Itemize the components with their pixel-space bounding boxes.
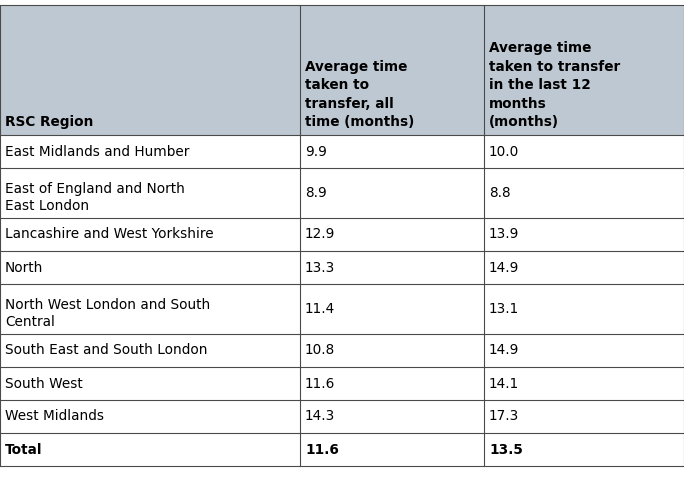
Text: Average time
taken to
transfer, all
time (months): Average time taken to transfer, all time… <box>305 60 415 129</box>
Text: Average time
taken to transfer
in the last 12
months
(months): Average time taken to transfer in the la… <box>489 42 620 129</box>
Bar <box>0 218 684 251</box>
Text: North: North <box>5 260 43 274</box>
Text: South West: South West <box>5 377 83 390</box>
Text: South East and South London: South East and South London <box>5 343 207 357</box>
Text: 11.6: 11.6 <box>305 442 339 456</box>
Text: 11.4: 11.4 <box>305 302 335 316</box>
Text: 10.0: 10.0 <box>489 144 519 158</box>
Text: East Midlands and Humber: East Midlands and Humber <box>5 144 189 158</box>
Bar <box>0 284 684 334</box>
Bar <box>0 400 684 433</box>
Text: 11.6: 11.6 <box>305 377 335 390</box>
Bar <box>0 5 684 135</box>
Text: East of England and North
East London: East of England and North East London <box>5 182 185 213</box>
Text: West Midlands: West Midlands <box>5 410 104 424</box>
Text: 13.1: 13.1 <box>489 302 519 316</box>
Bar <box>0 168 684 218</box>
Bar <box>0 135 684 168</box>
Text: 9.9: 9.9 <box>305 144 327 158</box>
Bar <box>0 367 684 400</box>
Bar <box>0 251 684 284</box>
Text: 8.9: 8.9 <box>305 186 327 200</box>
Bar <box>0 334 684 367</box>
Text: 14.1: 14.1 <box>489 377 519 390</box>
Text: 17.3: 17.3 <box>489 410 519 424</box>
Text: 13.9: 13.9 <box>489 227 519 242</box>
Text: 14.3: 14.3 <box>305 410 335 424</box>
Text: 14.9: 14.9 <box>489 343 519 357</box>
Text: 10.8: 10.8 <box>305 343 335 357</box>
Text: 13.3: 13.3 <box>305 260 335 274</box>
Text: 14.9: 14.9 <box>489 260 519 274</box>
Text: 13.5: 13.5 <box>489 442 523 456</box>
Text: North West London and South
Central: North West London and South Central <box>5 298 210 329</box>
Bar <box>0 433 684 466</box>
Text: RSC Region: RSC Region <box>5 115 94 129</box>
Text: Lancashire and West Yorkshire: Lancashire and West Yorkshire <box>5 227 213 242</box>
Text: 8.8: 8.8 <box>489 186 511 200</box>
Text: 12.9: 12.9 <box>305 227 335 242</box>
Text: Total: Total <box>5 442 42 456</box>
